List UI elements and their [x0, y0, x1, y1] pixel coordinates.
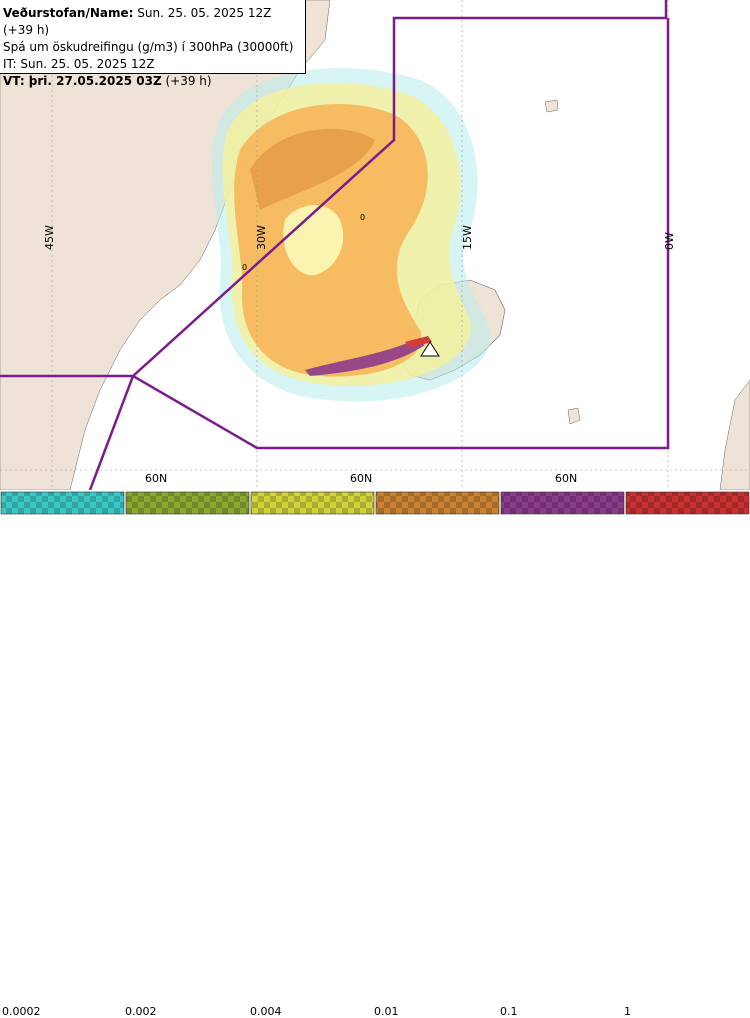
info-line-description: Spá um öskudreifingu (g/m3) í 300hPa (30… — [3, 40, 294, 54]
legend-tick: 0.01 — [374, 1005, 399, 1018]
legend-tick: 0.004 — [250, 1005, 282, 1018]
legend-tick: 0.002 — [125, 1005, 157, 1018]
contour-label: 0 — [242, 263, 247, 272]
fir-line — [0, 0, 668, 378]
legend-tick: 0.1 — [500, 1005, 518, 1018]
legend-tick: 0.0002 — [2, 1005, 41, 1018]
lon-label-30w: 30W — [255, 225, 268, 250]
legend-tick: 1 — [624, 1005, 631, 1018]
legend-bar — [0, 491, 750, 515]
volcano-triangle — [420, 341, 440, 357]
small-island — [544, 99, 559, 113]
info-line-valid-time: VT: þri. 27.05.2025 03Z (+39 h) — [3, 73, 305, 90]
ash-orange-dark — [250, 128, 375, 210]
info-vt-value: (+39 h) — [161, 74, 212, 88]
contour-label: 0 — [360, 213, 365, 222]
ash-cloud — [212, 68, 491, 402]
lat-label: 60N — [145, 472, 167, 485]
fir-boundary — [0, 0, 670, 491]
info-name-value: Sun. 25. 05. 2025 12Z (+39 h) — [3, 6, 272, 37]
ash-hole — [283, 205, 344, 276]
lat-label: 60N — [555, 472, 577, 485]
volcano-marker — [420, 341, 440, 357]
fir-line — [132, 18, 670, 450]
color-legend: 0.0002 0.002 0.004 0.01 0.1 1 — [0, 490, 750, 1018]
legend-swatch-pattern — [501, 492, 624, 514]
lat-label: 60N — [350, 472, 372, 485]
ash-purple-plume — [305, 340, 425, 376]
ash-red-plume — [405, 336, 432, 348]
lon-label-0w: 0W — [663, 232, 676, 250]
info-line-issue-time: IT: Sun. 25. 05. 2025 12Z — [3, 57, 155, 71]
forecast-info-box: Veðurstofan/Name: Sun. 25. 05. 2025 12Z … — [0, 0, 306, 88]
lon-label-15w: 15W — [461, 225, 474, 250]
info-name-label: Veðurstofan/Name: — [3, 6, 134, 20]
faroe-islands — [567, 407, 581, 425]
ash-forecast-map: 45W 30W 15W 0W 60N 60N 60N 0 0 — [0, 0, 750, 491]
legend-swatch-pattern — [126, 492, 249, 514]
info-vt-label: VT: þri. 27.05.2025 03Z — [3, 74, 162, 88]
legend-swatch-pattern — [1, 492, 124, 514]
legend-swatch-pattern — [251, 492, 374, 514]
fir-line — [88, 375, 135, 491]
legend-swatch-pattern — [626, 492, 749, 514]
legend-swatch-pattern — [376, 492, 499, 514]
info-line-name: Veðurstofan/Name: Sun. 25. 05. 2025 12Z … — [3, 5, 305, 39]
lon-label-45w: 45W — [43, 225, 56, 250]
